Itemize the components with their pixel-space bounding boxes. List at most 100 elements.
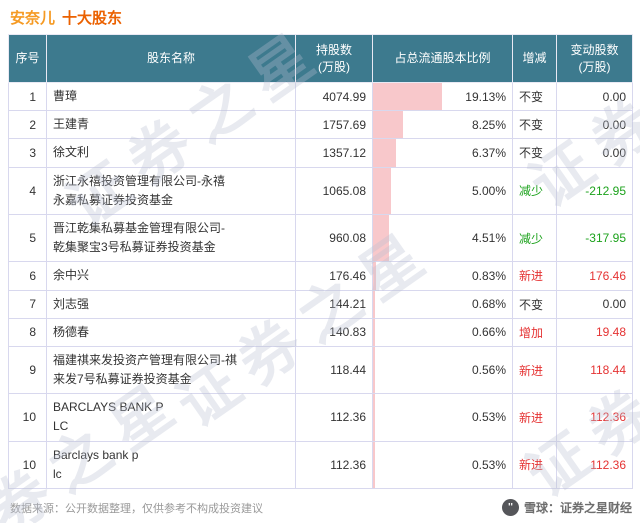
pct-cell: 0.53%	[372, 393, 513, 442]
table-body: 1 曹璋 4074.99 19.13% 不变 0.00 2 王建青 1757.69 8.25% 不变…	[8, 81, 633, 490]
brand-label: 雪球：证券之星财经	[523, 501, 632, 515]
pct-value: 8.25%	[471, 117, 506, 132]
section-title: 十大股东	[62, 10, 123, 27]
shareholder-name-cell: BARCLAYS BANK P LC	[46, 393, 296, 442]
delta-cell: -317.95	[556, 213, 633, 263]
pct-value: 0.53%	[471, 410, 506, 425]
header-rank: 序号	[8, 34, 47, 83]
shareholder-name-cell: Barclays bank p lc	[46, 440, 296, 490]
change-cell: 不变	[512, 289, 557, 319]
delta-cell: 0.00	[556, 289, 633, 319]
pct-value: 6.37%	[471, 145, 506, 160]
delta-cell: 112.36	[556, 393, 633, 442]
shareholder-name-cell: 余中兴	[46, 261, 296, 291]
rank-cell: 7	[8, 289, 47, 319]
pct-value: 19.13%	[465, 89, 506, 104]
rank-cell: 2	[8, 110, 47, 140]
pct-cell: 0.53%	[372, 440, 513, 490]
shares-held-cell: 4074.99	[295, 81, 373, 112]
table-header-row: 序号 股东名称 持股数 (万股) 占总流通股本比例 增减 变动股数 (万股)	[8, 34, 633, 83]
data-source-note: 数据来源：公开数据整理，仅供参考不构成投资建议	[10, 502, 263, 515]
pct-bar	[373, 290, 376, 318]
shares-held-cell: 960.08	[295, 213, 373, 263]
rank-cell: 6	[8, 261, 47, 291]
delta-cell: 0.00	[556, 110, 633, 140]
shares-held-cell: 1065.08	[295, 166, 373, 215]
stock-name: 安奈儿	[10, 10, 56, 27]
pct-cell: 0.66%	[372, 317, 513, 347]
delta-cell: 176.46	[556, 261, 633, 291]
change-cell: 新进	[512, 345, 557, 395]
xueqiu-logo-icon: ''	[501, 499, 519, 516]
table-row: 4 浙江永禧投资管理有限公司-永禧 永嘉私募证券投资基金 1065.08 5.00% 减…	[8, 166, 633, 215]
change-cell: 新进	[512, 261, 557, 291]
pct-bar	[373, 318, 376, 346]
pct-value: 0.66%	[471, 325, 506, 340]
delta-cell: 0.00	[556, 81, 633, 112]
table-row: 10 Barclays bank p lc 112.36 0.53% 新进 112.36	[8, 440, 633, 490]
shareholder-name-cell: 杨德春	[46, 317, 296, 347]
pct-bar	[373, 262, 376, 290]
header-change: 增减	[512, 34, 557, 83]
delta-cell: 0.00	[556, 138, 633, 168]
shares-held-cell: 112.36	[295, 440, 373, 490]
table-row: 3 徐文利 1357.12 6.37% 不变 0.00	[8, 138, 633, 168]
shares-held-cell: 176.46	[295, 261, 373, 291]
rank-cell: 10	[8, 440, 47, 490]
change-cell: 减少	[512, 166, 557, 215]
rank-cell: 10	[8, 393, 47, 442]
pct-bar	[373, 167, 391, 214]
shareholder-name-cell: 刘志强	[46, 289, 296, 319]
brand-badge: '' 雪球：证券之星财经	[501, 499, 632, 516]
pct-value: 0.83%	[471, 268, 506, 283]
pct-value: 4.51%	[471, 231, 506, 246]
table-row: 2 王建青 1757.69 8.25% 不变 0.00	[8, 110, 633, 140]
table-row: 9 福建祺来发投资产管理有限公司-祺 来发7号私募证券投资基金 118.44 0.56…	[8, 345, 633, 395]
delta-cell: 118.44	[556, 345, 633, 395]
header-shareholder-name: 股东名称	[46, 34, 296, 83]
table-row: 10 BARCLAYS BANK P LC 112.36 0.53% 新进 112.36	[8, 393, 633, 442]
shares-held-cell: 140.83	[295, 317, 373, 347]
delta-cell: 112.36	[556, 440, 633, 490]
pct-value: 0.56%	[471, 363, 506, 378]
change-cell: 新进	[512, 440, 557, 490]
change-cell: 新进	[512, 393, 557, 442]
shareholder-name-cell: 曹璋	[46, 81, 296, 112]
pct-bar	[373, 394, 375, 441]
page-title: 安奈儿 十大股东	[10, 7, 122, 28]
shareholder-name-cell: 王建青	[46, 110, 296, 140]
table-row: 1 曹璋 4074.99 19.13% 不变 0.00	[8, 81, 633, 112]
pct-cell: 4.51%	[372, 213, 513, 263]
pct-cell: 8.25%	[372, 110, 513, 140]
pct-bar	[373, 214, 390, 262]
pct-cell: 0.68%	[372, 289, 513, 319]
pct-bar	[373, 83, 442, 111]
change-cell: 不变	[512, 110, 557, 140]
change-cell: 增加	[512, 317, 557, 347]
rank-cell: 1	[8, 81, 47, 112]
pct-bar	[373, 441, 375, 488]
shareholder-name-cell: 晋江乾集私募基金管理有限公司- 乾集聚宝3号私募证券投资基金	[46, 213, 296, 263]
rank-cell: 8	[8, 317, 47, 347]
shares-held-cell: 1357.12	[295, 138, 373, 168]
shareholder-name-cell: 浙江永禧投资管理有限公司-永禧 永嘉私募证券投资基金	[46, 166, 296, 215]
change-cell: 不变	[512, 81, 557, 112]
rank-cell: 5	[8, 213, 47, 263]
header-pct-of-float: 占总流通股本比例	[372, 34, 513, 83]
pct-value: 0.53%	[471, 457, 506, 472]
footer: 数据来源：公开数据整理，仅供参考不构成投资建议 '' 雪球：证券之星财经	[10, 499, 632, 516]
pct-value: 0.68%	[471, 297, 506, 312]
table-row: 6 余中兴 176.46 0.83% 新进 176.46	[8, 261, 633, 291]
pct-cell: 6.37%	[372, 138, 513, 168]
delta-cell: 19.48	[556, 317, 633, 347]
header-delta-shares: 变动股数 (万股)	[556, 34, 633, 83]
shares-held-cell: 112.36	[295, 393, 373, 442]
pct-cell: 19.13%	[372, 81, 513, 112]
pct-bar	[373, 346, 376, 394]
shares-held-cell: 144.21	[295, 289, 373, 319]
table-row: 7 刘志强 144.21 0.68% 不变 0.00	[8, 289, 633, 319]
shares-held-cell: 1757.69	[295, 110, 373, 140]
delta-cell: -212.95	[556, 166, 633, 215]
pct-cell: 0.56%	[372, 345, 513, 395]
